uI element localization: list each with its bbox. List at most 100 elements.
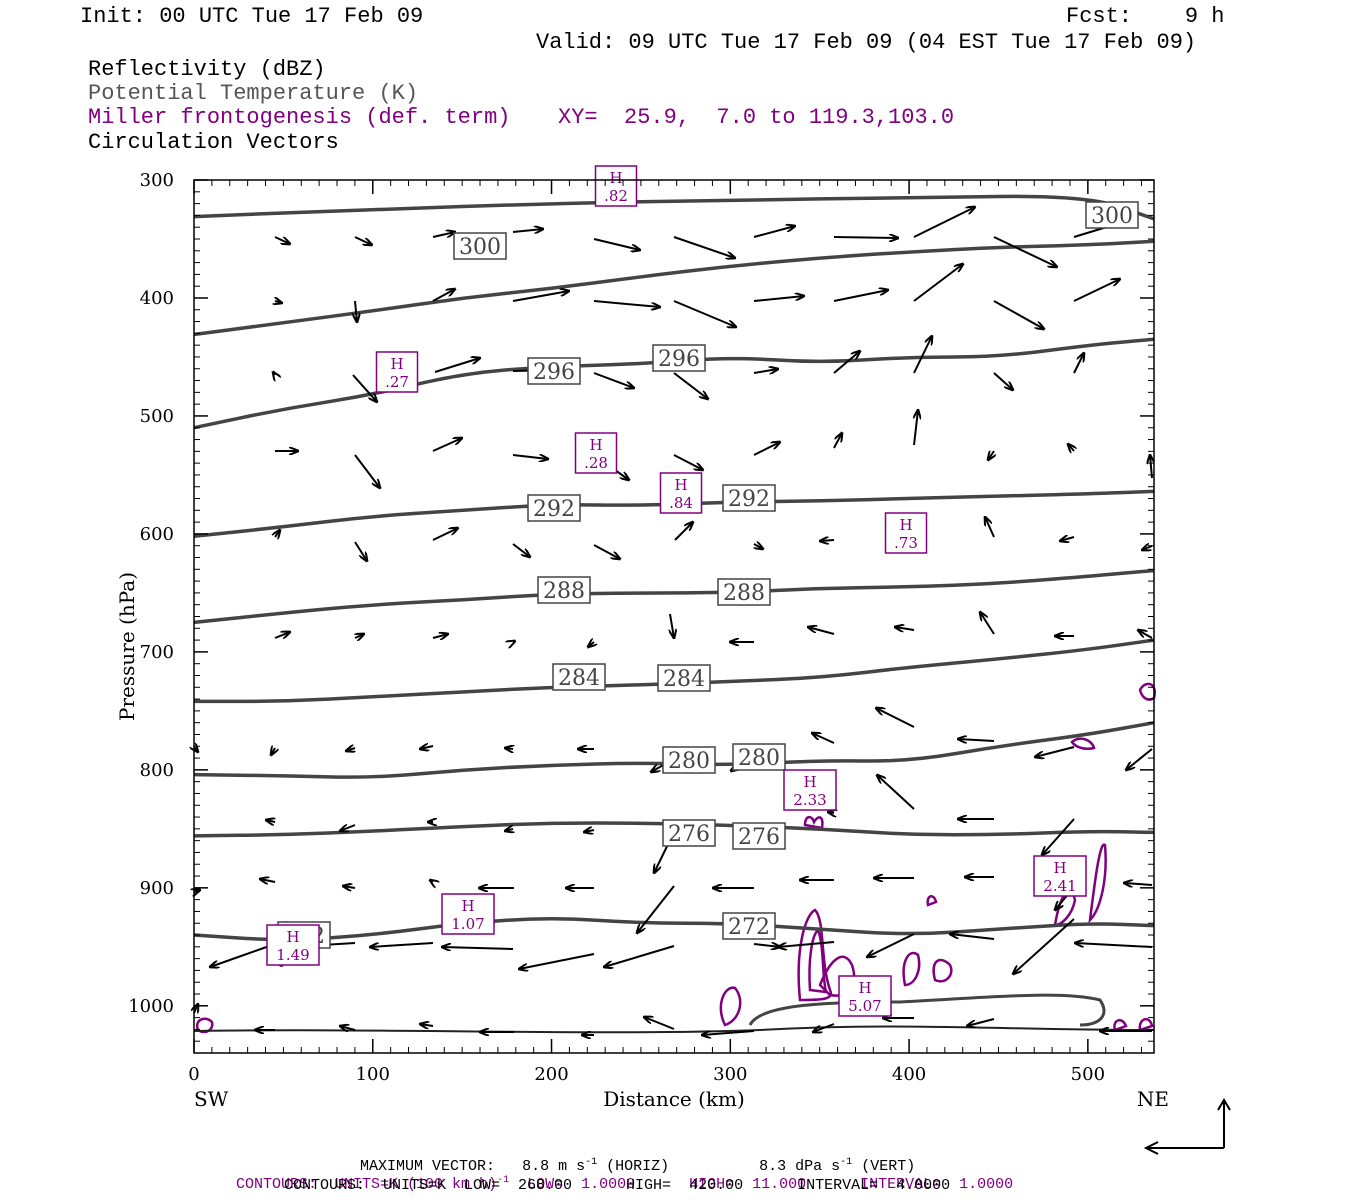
theta-label: 284	[663, 667, 705, 692]
theta-label-box	[527, 494, 581, 522]
circulation-vector	[354, 236, 372, 245]
x-tick-label: 300	[713, 1064, 747, 1085]
theta-contour-288	[193, 568, 1155, 625]
x-tick-label: 400	[892, 1064, 926, 1085]
theta-label-box	[662, 746, 716, 774]
fronto-max-letter: H	[674, 476, 687, 494]
fronto-contour	[818, 955, 856, 997]
circulation-vector	[950, 934, 995, 940]
forecast-hour: Fcst: 9 h	[1066, 4, 1225, 29]
circulation-vector	[867, 933, 915, 957]
theta-contour-276	[193, 821, 1155, 838]
fronto-max-value: 2.33	[793, 791, 826, 809]
circulation-vector	[266, 820, 275, 822]
theta-label-box	[652, 344, 706, 372]
circulation-vector	[588, 642, 594, 647]
circulation-vector	[895, 627, 915, 630]
circulation-vector	[354, 454, 380, 488]
legend-reflectivity: Reflectivity (dBZ)	[88, 57, 326, 82]
circulation-vector	[753, 944, 780, 947]
circulation-vector	[432, 438, 462, 452]
theta-label-box	[1085, 201, 1139, 229]
circulation-vector	[352, 374, 377, 402]
max-vert-unit: (VERT)	[861, 1158, 916, 1175]
theta-label: 276	[668, 822, 710, 847]
ne-label: NE	[1137, 1087, 1169, 1111]
init-time: Init: 00 UTC Tue 17 Feb 09	[80, 4, 424, 29]
theta-contour-284	[194, 638, 1155, 704]
circulation-vector	[673, 372, 708, 399]
circulation-vector	[753, 369, 778, 373]
circulation-vector	[1142, 546, 1153, 550]
circulation-vector	[967, 1018, 995, 1026]
circulation-vector	[593, 300, 660, 307]
circulation-vector	[913, 207, 975, 238]
fronto-max-letter: H	[461, 897, 474, 915]
fronto-max-value: 1.07	[451, 915, 484, 933]
circulation-vector	[1035, 746, 1075, 757]
fronto-contour	[1088, 843, 1107, 924]
theta-label: 296	[533, 360, 575, 385]
circulation-vector	[274, 236, 290, 244]
fronto-units: CONTOURS: UNITS=K (100 km h)	[236, 1176, 498, 1193]
circulation-vector	[593, 238, 640, 250]
fronto-max-value: 1.49	[276, 946, 309, 964]
fronto-max-box	[266, 924, 320, 966]
theta-label-box	[552, 663, 606, 691]
circulation-vector	[637, 885, 675, 933]
theta-label: 272	[728, 915, 770, 940]
circulation-vector	[985, 517, 995, 538]
theta-contour-280	[193, 720, 1155, 779]
circulation-vector	[340, 1026, 356, 1030]
reference-vector-icon	[1143, 1098, 1231, 1155]
theta-label-box	[732, 822, 786, 850]
circulation-vector	[877, 775, 915, 810]
circulation-vector	[274, 632, 290, 638]
fronto-contour	[902, 951, 921, 987]
theta-label-box	[722, 912, 776, 940]
circulation-vector	[828, 812, 834, 813]
circulation-vector	[275, 530, 280, 537]
circulation-vector	[1060, 537, 1075, 541]
fronto-contour-info: CONTOURS: UNITS=K (100 km h)-1 LOW= 1.00…	[218, 1158, 1013, 1193]
circulation-vector	[370, 942, 434, 947]
circulation-vector	[778, 941, 835, 947]
circulation-vector	[340, 825, 356, 831]
fronto-max-box	[838, 975, 892, 1017]
circulation-vector	[505, 829, 513, 831]
circulation-vector	[434, 358, 480, 373]
theta-label: 284	[558, 666, 600, 691]
fronto-max-letter: H	[899, 516, 912, 534]
x-tick-label: 200	[534, 1064, 568, 1085]
circulation-vector	[988, 451, 994, 460]
fronto-max-letter: H	[803, 773, 816, 791]
max-horiz-unit: (HORIZ)	[606, 1158, 670, 1175]
y-tick-label: 600	[140, 524, 174, 545]
circulation-vector	[833, 351, 860, 374]
circulation-vector	[512, 291, 569, 302]
circulation-vector	[432, 634, 448, 638]
circulation-vector	[913, 336, 932, 374]
circulation-vector	[1126, 748, 1153, 770]
circulation-vector	[813, 1023, 835, 1032]
circulation-vector	[958, 739, 995, 741]
fronto-range: LOW= 1.0000 HIGH= 11.000 INTERVAL= 1.000…	[527, 1176, 1014, 1193]
circulation-vector	[210, 943, 276, 967]
circulation-vector	[702, 1030, 755, 1035]
fronto-max-letter: H	[609, 169, 622, 187]
theta-label-box	[453, 232, 507, 260]
fronto-max-box	[441, 893, 495, 935]
circulation-vector	[593, 372, 634, 388]
y-tick-label: 800	[140, 760, 174, 781]
circulation-vector	[513, 641, 515, 642]
circulation-vector	[519, 953, 595, 969]
sw-label: SW	[194, 1087, 229, 1111]
theta-contour-info: CONTOURS: UNITS=K LOW= 268.00 HIGH= 420.…	[284, 1177, 951, 1194]
fronto-contour	[932, 958, 953, 983]
fronto-max-value: .28	[584, 454, 608, 472]
circulation-vector	[876, 708, 915, 728]
fronto-contour	[1138, 1018, 1154, 1032]
fronto-contour	[803, 815, 824, 830]
circulation-vector	[753, 442, 780, 456]
circulation-vector	[673, 454, 703, 470]
